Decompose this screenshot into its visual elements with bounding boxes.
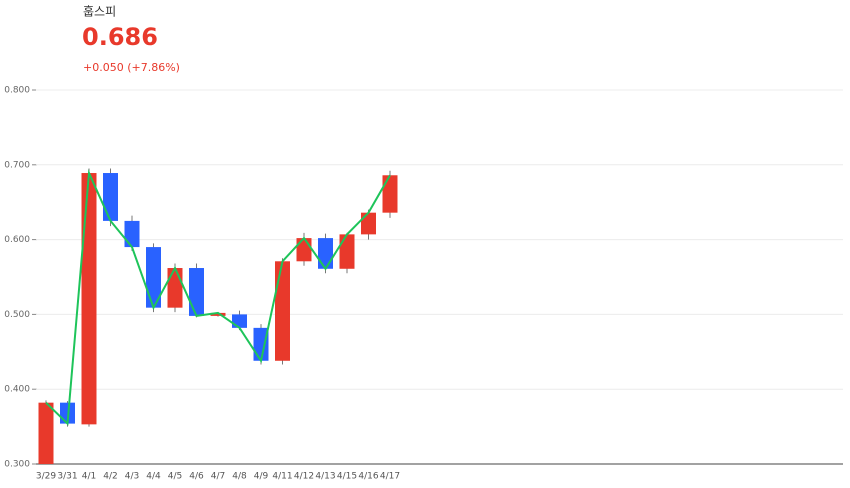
y-tick-label: 0.700 xyxy=(4,160,30,170)
x-tick-label: 3/31 xyxy=(57,472,77,482)
candle-body xyxy=(339,234,355,269)
stock-name: 훕스피 xyxy=(83,5,116,19)
y-tick-label: 0.600 xyxy=(4,235,30,245)
candle-body xyxy=(382,175,398,213)
candle xyxy=(189,263,204,318)
candle-body xyxy=(189,268,204,316)
candle-body xyxy=(361,212,376,235)
price-change: +0.050 (+7.86%) xyxy=(83,61,180,74)
x-tick-label: 4/11 xyxy=(272,472,292,482)
y-tick-label: 0.500 xyxy=(4,310,30,320)
candle-body xyxy=(146,247,161,308)
x-tick-label: 4/15 xyxy=(337,472,357,482)
x-tick-label: 4/16 xyxy=(358,472,378,482)
y-tick-label: 0.300 xyxy=(4,460,30,470)
x-tick-label: 4/3 xyxy=(125,472,139,482)
candle-body xyxy=(38,402,54,464)
x-tick-label: 3/29 xyxy=(36,472,56,482)
x-tick-label: 4/17 xyxy=(380,472,400,482)
close-line xyxy=(45,169,391,426)
candle xyxy=(382,170,398,218)
candle xyxy=(103,168,118,227)
candle-body xyxy=(232,314,247,328)
y-tick-label: 0.400 xyxy=(4,385,30,395)
x-tick-label: 4/9 xyxy=(254,472,269,482)
x-tick-label: 4/8 xyxy=(232,472,247,482)
candle-body xyxy=(318,238,333,269)
candle xyxy=(339,232,355,274)
candle xyxy=(275,258,290,365)
candle-body xyxy=(124,220,140,248)
candle-body xyxy=(296,238,312,262)
candle xyxy=(81,168,97,427)
candle xyxy=(167,263,183,313)
x-tick-label: 4/4 xyxy=(146,472,161,482)
candle xyxy=(361,209,376,240)
x-tick-label: 4/13 xyxy=(315,472,335,482)
price: 0.686 xyxy=(82,23,158,51)
candle-body xyxy=(167,268,183,308)
x-tick-label: 4/6 xyxy=(189,472,204,482)
candle-body xyxy=(81,173,97,425)
y-tick-label: 0.800 xyxy=(4,86,30,96)
candle xyxy=(38,400,54,464)
candle-body xyxy=(253,327,269,361)
x-tick-label: 4/5 xyxy=(168,472,182,482)
x-tick-label: 4/2 xyxy=(103,472,117,482)
x-tick-label: 4/1 xyxy=(82,472,96,482)
candle-body xyxy=(275,261,290,361)
candle xyxy=(124,215,140,251)
candle-body xyxy=(210,312,226,316)
candle-body xyxy=(103,173,118,221)
x-tick-label: 4/7 xyxy=(211,472,225,482)
x-tick-label: 4/12 xyxy=(294,472,314,482)
candle xyxy=(146,243,161,313)
